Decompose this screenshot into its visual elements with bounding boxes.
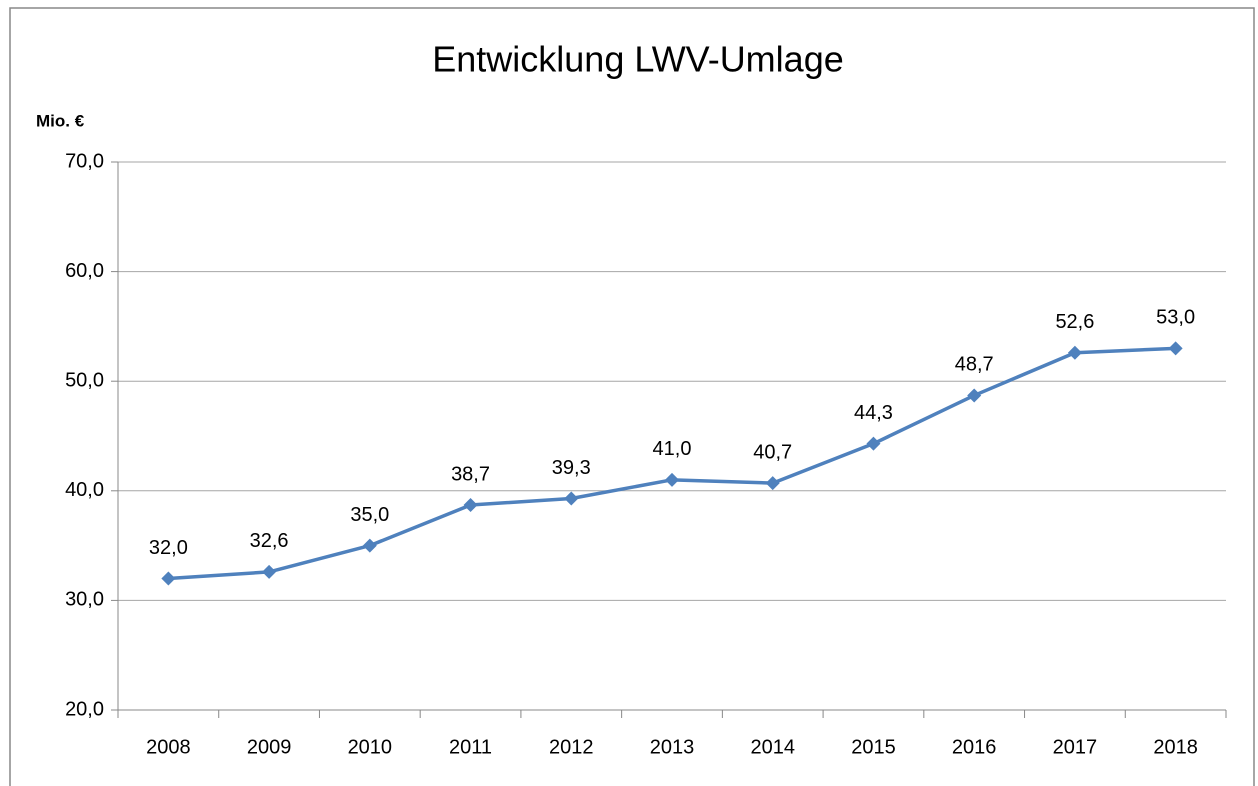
- x-tick-label: 2018: [1153, 736, 1198, 758]
- x-tick-label: 2012: [549, 736, 594, 758]
- y-tick-label: 70,0: [65, 150, 104, 172]
- data-marker: [564, 491, 579, 506]
- data-marker: [665, 472, 679, 487]
- data-label: 48,7: [955, 354, 994, 376]
- chart-title: Entwicklung LWV-Umlage: [432, 39, 844, 80]
- data-marker: [262, 564, 277, 579]
- data-label: 44,3: [854, 402, 893, 424]
- data-marker: [866, 436, 881, 451]
- data-label: 39,3: [552, 457, 591, 479]
- data-label: 35,0: [350, 504, 389, 526]
- x-tick-label: 2008: [146, 736, 191, 758]
- data-marker: [967, 388, 982, 403]
- x-tick-label: 2014: [750, 736, 795, 758]
- y-tick-label: 60,0: [65, 260, 104, 282]
- x-tick-label: 2015: [851, 736, 896, 758]
- data-label: 32,6: [250, 530, 289, 552]
- data-label: 41,0: [653, 438, 692, 460]
- data-marker: [161, 571, 176, 586]
- y-tick-label: 40,0: [65, 479, 104, 501]
- data-label: 38,7: [451, 463, 490, 485]
- data-marker: [1168, 341, 1183, 356]
- chart-frame: [9, 7, 1255, 786]
- y-tick-label: 50,0: [65, 369, 104, 391]
- y-tick-label: 30,0: [65, 589, 104, 611]
- data-label: 32,0: [149, 537, 188, 559]
- x-tick-label: 2011: [449, 736, 492, 758]
- x-tick-label: 2016: [952, 736, 997, 758]
- x-tick-label: 2013: [650, 736, 695, 758]
- data-marker: [1067, 345, 1082, 360]
- y-tick-label: 20,0: [65, 698, 104, 720]
- data-marker: [463, 498, 478, 513]
- line-series: [168, 346, 1176, 581]
- y-axis-label: Mio. €: [36, 111, 85, 130]
- data-label: 53,0: [1156, 307, 1195, 329]
- data-marker: [362, 538, 377, 553]
- x-tick-label: 2009: [247, 736, 292, 758]
- data-label: 52,6: [1055, 311, 1094, 333]
- x-tick-label: 2010: [348, 736, 393, 758]
- data-label: 40,7: [753, 441, 792, 463]
- x-tick-label: 2017: [1053, 736, 1098, 758]
- data-marker: [765, 476, 780, 491]
